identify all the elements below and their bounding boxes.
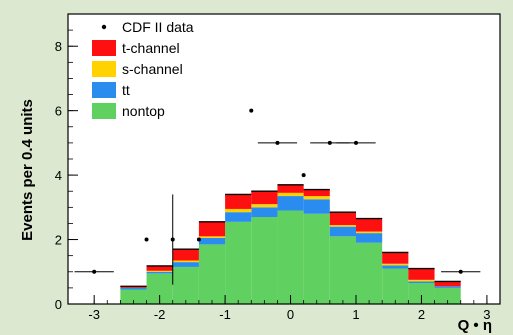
legend-marker-cdf-ii-data	[101, 24, 107, 30]
y-tick-label: 0	[55, 297, 62, 312]
bar-nontop	[120, 289, 147, 304]
legend-label-nontop: nontop	[122, 103, 165, 119]
data-point	[327, 140, 332, 145]
bar-tt	[146, 271, 173, 274]
axis-layer: -3 -2 -1 0 1 2 3 0 2 4 6 8	[55, 13, 491, 322]
bar-tt	[277, 196, 304, 211]
bar-s-channel	[303, 196, 330, 200]
bar-s-channel	[356, 231, 383, 234]
bar-t-channel	[434, 281, 461, 287]
bar-s-channel	[382, 263, 409, 266]
data-point	[196, 237, 201, 242]
bar-tt	[172, 262, 199, 267]
data-point	[170, 237, 175, 242]
bar-tt	[251, 207, 278, 217]
bar-s-channel	[277, 192, 304, 197]
bar-tt	[434, 286, 461, 288]
bar-nontop	[225, 221, 252, 304]
y-tick-label: 6	[55, 104, 62, 119]
bar-tt	[120, 287, 147, 290]
x-tick-label: 1	[352, 307, 359, 322]
bar-nontop	[303, 213, 330, 304]
x-tick-label: -2	[154, 307, 166, 322]
bar-s-channel	[172, 260, 199, 263]
bar-nontop	[172, 266, 199, 304]
bar-t-channel	[303, 189, 330, 197]
bar-t-channel	[329, 212, 356, 226]
data-point	[144, 237, 149, 242]
data-point	[249, 108, 254, 113]
x-tick-label: 2	[418, 307, 425, 322]
bar-tt	[356, 233, 383, 243]
bar-t-channel	[356, 218, 383, 232]
legend-swatch-t-channel	[92, 40, 116, 56]
bar-t-channel	[198, 221, 226, 237]
legend-swatch-s-channel	[92, 61, 116, 77]
legend-label-t-channel: t-channel	[122, 40, 180, 56]
data-point	[275, 140, 280, 145]
bar-s-channel	[146, 270, 173, 272]
bar-t-channel	[408, 268, 435, 280]
bar-nontop	[329, 236, 356, 304]
x-tick-label: 0	[287, 307, 294, 322]
y-tick-label: 4	[55, 168, 62, 183]
bar-tt	[408, 281, 435, 284]
bar-t-channel	[146, 265, 173, 271]
bar-s-channel	[329, 225, 356, 227]
data-point	[458, 269, 463, 274]
bar-t-channel	[251, 191, 278, 205]
bar-nontop	[356, 242, 383, 304]
y-tick-label: 8	[55, 39, 62, 54]
bar-nontop	[198, 244, 226, 304]
x-tick-label: -3	[88, 307, 100, 322]
x-axis-label: Q • η	[458, 317, 492, 334]
bar-nontop	[277, 210, 304, 304]
bar-tt	[303, 199, 330, 214]
bar-tt	[329, 226, 356, 237]
bar-s-channel	[408, 279, 435, 282]
bar-t-channel	[225, 194, 252, 209]
y-tick-label: 2	[55, 233, 62, 248]
bar-t-channel	[277, 184, 304, 193]
legend-swatch-nontop	[92, 103, 116, 119]
legend-label-tt: tt	[122, 82, 130, 98]
bar-t-channel	[120, 286, 147, 288]
data-layer	[74, 108, 481, 285]
data-point	[92, 269, 97, 274]
data-point	[301, 173, 306, 178]
bar-nontop	[382, 268, 409, 304]
legend: CDF II data t-channel s-channel tt nontop	[92, 19, 194, 119]
bar-nontop	[434, 287, 461, 304]
legend-label-s-channel: s-channel	[122, 61, 183, 77]
bar-s-channel	[198, 236, 226, 238]
bar-nontop	[251, 217, 278, 304]
bar-tt	[198, 237, 226, 245]
stack-layer	[120, 184, 461, 304]
x-tick-label: 3	[483, 307, 490, 322]
bar-nontop	[408, 283, 435, 304]
legend-swatch-tt	[92, 82, 116, 98]
bar-t-channel	[172, 249, 199, 261]
bar-tt	[382, 265, 409, 269]
bar-s-channel	[225, 208, 252, 213]
bar-tt	[225, 212, 252, 222]
y-axis-label: Events per 0.4 units	[19, 99, 36, 241]
bar-t-channel	[382, 252, 409, 264]
bar-s-channel	[251, 204, 278, 208]
x-tick-label: -1	[219, 307, 231, 322]
data-point	[354, 140, 358, 145]
legend-label-cdf-ii-data: CDF II data	[122, 19, 194, 35]
